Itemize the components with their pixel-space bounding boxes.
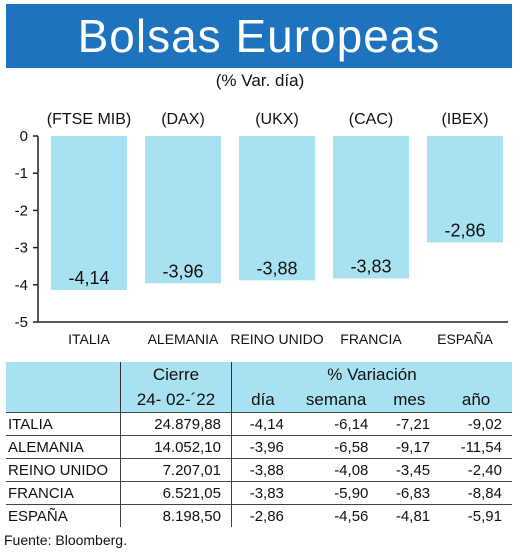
cell-mes: -7,21 xyxy=(378,412,441,436)
y-tick-label: -3 xyxy=(15,240,28,257)
index-label: (CAC) xyxy=(349,111,393,128)
cell-mes: -6,83 xyxy=(378,481,441,505)
cell-dia: -2,86 xyxy=(231,504,294,527)
cell-cierre: 24.879,88 xyxy=(120,412,232,436)
row-country: ALEMANIA xyxy=(6,435,121,459)
cell-cierre: 8.198,50 xyxy=(120,504,232,527)
cell-cierre: 7.207,01 xyxy=(120,458,232,482)
table-row: ESPAÑA 8.198,50 -2,86 -4,56 -4,81 -5,91 xyxy=(6,504,512,527)
header-semana: semana xyxy=(293,387,379,413)
y-tick-label: -4 xyxy=(15,277,28,294)
bar-value-label: -2,86 xyxy=(444,220,485,240)
index-label: (UKX) xyxy=(255,111,299,128)
cell-cierre: 6.521,05 xyxy=(120,481,232,505)
bar-value-label: -4,14 xyxy=(68,268,109,288)
row-country: REINO UNIDO xyxy=(6,458,121,482)
cell-anio: -8,84 xyxy=(440,481,512,505)
cell-anio: -5,91 xyxy=(440,504,512,527)
bar-value-label: -3,83 xyxy=(350,256,391,276)
bar-value-label: -3,88 xyxy=(256,258,297,278)
cell-semana: -4,56 xyxy=(293,504,379,527)
table-body: ITALIA 24.879,88 -4,14 -6,14 -7,21 -9,02 ALEMA… xyxy=(6,412,512,527)
cell-dia: -3,88 xyxy=(231,458,294,482)
bar xyxy=(427,136,503,243)
header-blank-2 xyxy=(6,387,121,413)
header-mes: mes xyxy=(378,387,441,413)
y-tick-label: -2 xyxy=(15,202,28,219)
bar xyxy=(333,136,409,279)
bar xyxy=(51,136,127,291)
table-row: ITALIA 24.879,88 -4,14 -6,14 -7,21 -9,02 xyxy=(6,412,512,436)
y-tick-label: -5 xyxy=(15,314,28,331)
chart-subtitle: (% Var. día) xyxy=(215,71,305,90)
header-dia: día xyxy=(231,387,294,413)
index-label: (DAX) xyxy=(161,111,205,128)
header-cierre: Cierre xyxy=(120,362,232,387)
cell-mes: -9,17 xyxy=(378,435,441,459)
cell-anio: -2,40 xyxy=(440,458,512,482)
table-row: FRANCIA 6.521,05 -3,83 -5,90 -6,83 -8,84 xyxy=(6,481,512,505)
x-tick-label: FRANCIA xyxy=(340,331,402,347)
bar xyxy=(239,136,315,281)
data-table-container: Cierre % Variación 24- 02-´22 día semana… xyxy=(6,362,512,527)
cell-semana: -5,90 xyxy=(293,481,379,505)
index-label: (FTSE MIB) xyxy=(47,111,131,128)
cell-mes: -3,45 xyxy=(378,458,441,482)
cell-mes: -4,81 xyxy=(378,504,441,527)
table-row: REINO UNIDO 7.207,01 -3,88 -4,08 -3,45 -2,40 xyxy=(6,458,512,482)
cell-cierre: 14.052,10 xyxy=(120,435,232,459)
bar-chart: 0 -1 -2 -3 -4 -5 -4,14 (FTSE MIB) ITALIA -3,96 (DA… xyxy=(15,111,508,347)
row-country: FRANCIA xyxy=(6,481,121,505)
table-row: ALEMANIA 14.052,10 -3,96 -6,58 -9,17 -11,54 xyxy=(6,435,512,459)
x-tick-label: ESPAÑA xyxy=(437,331,493,347)
index-label: (IBEX) xyxy=(441,111,488,128)
cell-anio: -9,02 xyxy=(440,412,512,436)
cell-dia: -4,14 xyxy=(231,412,294,436)
bar xyxy=(145,136,221,284)
cell-semana: -6,14 xyxy=(293,412,379,436)
cell-dia: -3,83 xyxy=(231,481,294,505)
x-tick-label: ITALIA xyxy=(68,331,110,347)
x-tick-label: REINO UNIDO xyxy=(230,331,323,347)
y-tick-label: 0 xyxy=(20,128,28,145)
row-country: ITALIA xyxy=(6,412,121,436)
header-blank xyxy=(6,362,121,387)
header-date: 24- 02-´22 xyxy=(120,387,232,413)
header-variacion: % Variación xyxy=(231,362,512,387)
data-table: Cierre % Variación 24- 02-´22 día semana… xyxy=(6,362,512,527)
source-note: Fuente: Bloomberg. xyxy=(4,532,127,548)
y-tick-label: -1 xyxy=(15,165,28,182)
x-tick-label: ALEMANIA xyxy=(148,331,219,347)
cell-semana: -4,08 xyxy=(293,458,379,482)
title-banner: Bolsas Europeas xyxy=(6,4,512,68)
cell-anio: -11,54 xyxy=(440,435,512,459)
bar-value-label: -3,96 xyxy=(162,261,203,281)
cell-dia: -3,96 xyxy=(231,435,294,459)
row-country: ESPAÑA xyxy=(6,504,121,527)
chart-title: Bolsas Europeas xyxy=(77,10,441,62)
header-anio: año xyxy=(440,387,512,413)
cell-semana: -6,58 xyxy=(293,435,379,459)
